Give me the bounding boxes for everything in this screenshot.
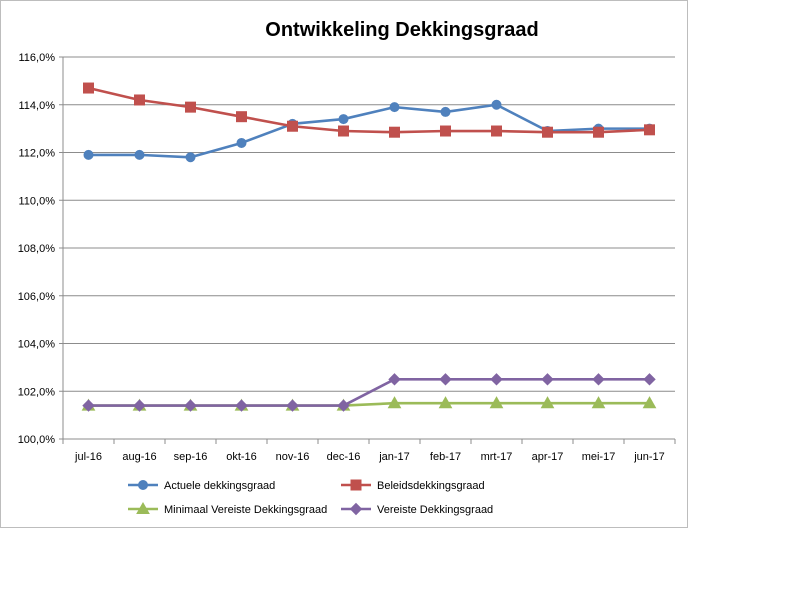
- data-point: [286, 399, 299, 412]
- data-point: [541, 373, 554, 386]
- data-point: [389, 102, 400, 113]
- data-point: [593, 126, 604, 138]
- data-point: [338, 125, 349, 137]
- data-point: [490, 373, 503, 386]
- data-point: [82, 399, 95, 412]
- series-line: [88, 103, 650, 159]
- data-point: [644, 124, 655, 136]
- data-point: [438, 396, 453, 409]
- series-lines: [81, 82, 657, 412]
- data-point: [389, 126, 400, 138]
- y-tick-label: 102,0%: [18, 386, 56, 398]
- y-tick-label: 112,0%: [19, 148, 56, 160]
- data-point: [185, 101, 196, 113]
- data-point: [387, 396, 402, 409]
- data-point: [489, 396, 504, 409]
- legend-entry: Minimaal Vereiste Dekkingsgraad: [128, 501, 327, 516]
- legend-entry: Beleidsdekkingsgraad: [341, 479, 485, 492]
- series-4: [82, 373, 656, 412]
- data-point: [236, 111, 247, 123]
- data-point: [83, 82, 94, 94]
- legend-marker: [349, 502, 363, 516]
- data-point: [592, 373, 605, 386]
- data-point: [440, 106, 451, 117]
- data-point: [642, 396, 657, 409]
- legend-label: Beleidsdekkingsgraad: [377, 480, 485, 492]
- y-tick-label: 114,0%: [19, 100, 56, 112]
- x-tick-label: okt-16: [226, 451, 257, 463]
- line-chart: Ontwikkeling Dekkingsgraad 100,0%102,0%1…: [18, 19, 676, 516]
- chart-title: Ontwikkeling Dekkingsgraad: [265, 19, 538, 41]
- x-tick-label: jul-16: [74, 451, 102, 463]
- x-tick-label: jan-17: [378, 451, 410, 463]
- legend-marker: [138, 480, 148, 490]
- y-tick-label: 108,0%: [18, 243, 56, 255]
- data-point: [338, 114, 349, 125]
- y-tick-label: 106,0%: [18, 291, 56, 303]
- data-point: [440, 125, 451, 137]
- data-point: [439, 373, 452, 386]
- legend-label: Minimaal Vereiste Dekkingsgraad: [164, 504, 327, 516]
- data-point: [134, 94, 145, 106]
- data-point: [643, 373, 656, 386]
- series-2: [83, 82, 655, 138]
- data-point: [491, 125, 502, 137]
- y-tick-label: 110,0%: [19, 195, 56, 207]
- x-tick-label: sep-16: [174, 451, 208, 463]
- chart-frame: Ontwikkeling Dekkingsgraad 100,0% 102,0% 1…: [0, 0, 688, 528]
- y-tick-label: 116,0%: [19, 52, 56, 64]
- x-axis: jul-16 aug-16 sep-16 okt-16 nov-16 dec-16 jan-…: [62, 438, 676, 463]
- x-tick-label: dec-16: [327, 451, 361, 463]
- x-tick-label: jun-17: [633, 451, 665, 463]
- x-tick-label: nov-16: [276, 451, 310, 463]
- legend-entry: Vereiste Dekkingsgraad: [341, 502, 493, 516]
- data-point: [134, 149, 145, 160]
- series-line: [88, 86, 650, 134]
- y-tick-label: 100,0%: [18, 434, 56, 446]
- data-point: [591, 396, 606, 409]
- data-point: [337, 399, 350, 412]
- data-point: [540, 396, 555, 409]
- data-point: [388, 373, 401, 386]
- data-point: [287, 120, 298, 132]
- x-tick-label: mei-17: [582, 451, 616, 463]
- y-axis: 100,0% 102,0% 104,0% 106,0% 108,0% 110,0% 112,…: [18, 52, 64, 446]
- legend-marker: [136, 501, 150, 514]
- data-point: [83, 149, 94, 160]
- data-point: [542, 126, 553, 138]
- series-3: [81, 396, 657, 411]
- data-point: [491, 99, 502, 110]
- data-point: [184, 399, 197, 412]
- gridlines: [63, 56, 675, 440]
- series-line: [88, 378, 650, 407]
- x-tick-label: feb-17: [430, 451, 461, 463]
- x-tick-label: apr-17: [532, 451, 564, 463]
- legend-entry: Actuele dekkingsgraad: [128, 480, 275, 492]
- data-point: [236, 137, 247, 148]
- data-point: [235, 399, 248, 412]
- legend: Actuele dekkingsgraad Beleidsdekkingsgraa…: [128, 479, 493, 516]
- legend-label: Actuele dekkingsgraad: [164, 480, 275, 492]
- x-tick-label: aug-16: [122, 451, 156, 463]
- y-tick-label: 104,0%: [18, 339, 56, 351]
- x-tick-label: mrt-17: [481, 451, 513, 463]
- data-point: [185, 152, 196, 163]
- legend-marker: [350, 479, 362, 491]
- legend-label: Vereiste Dekkingsgraad: [377, 504, 493, 516]
- data-point: [133, 399, 146, 412]
